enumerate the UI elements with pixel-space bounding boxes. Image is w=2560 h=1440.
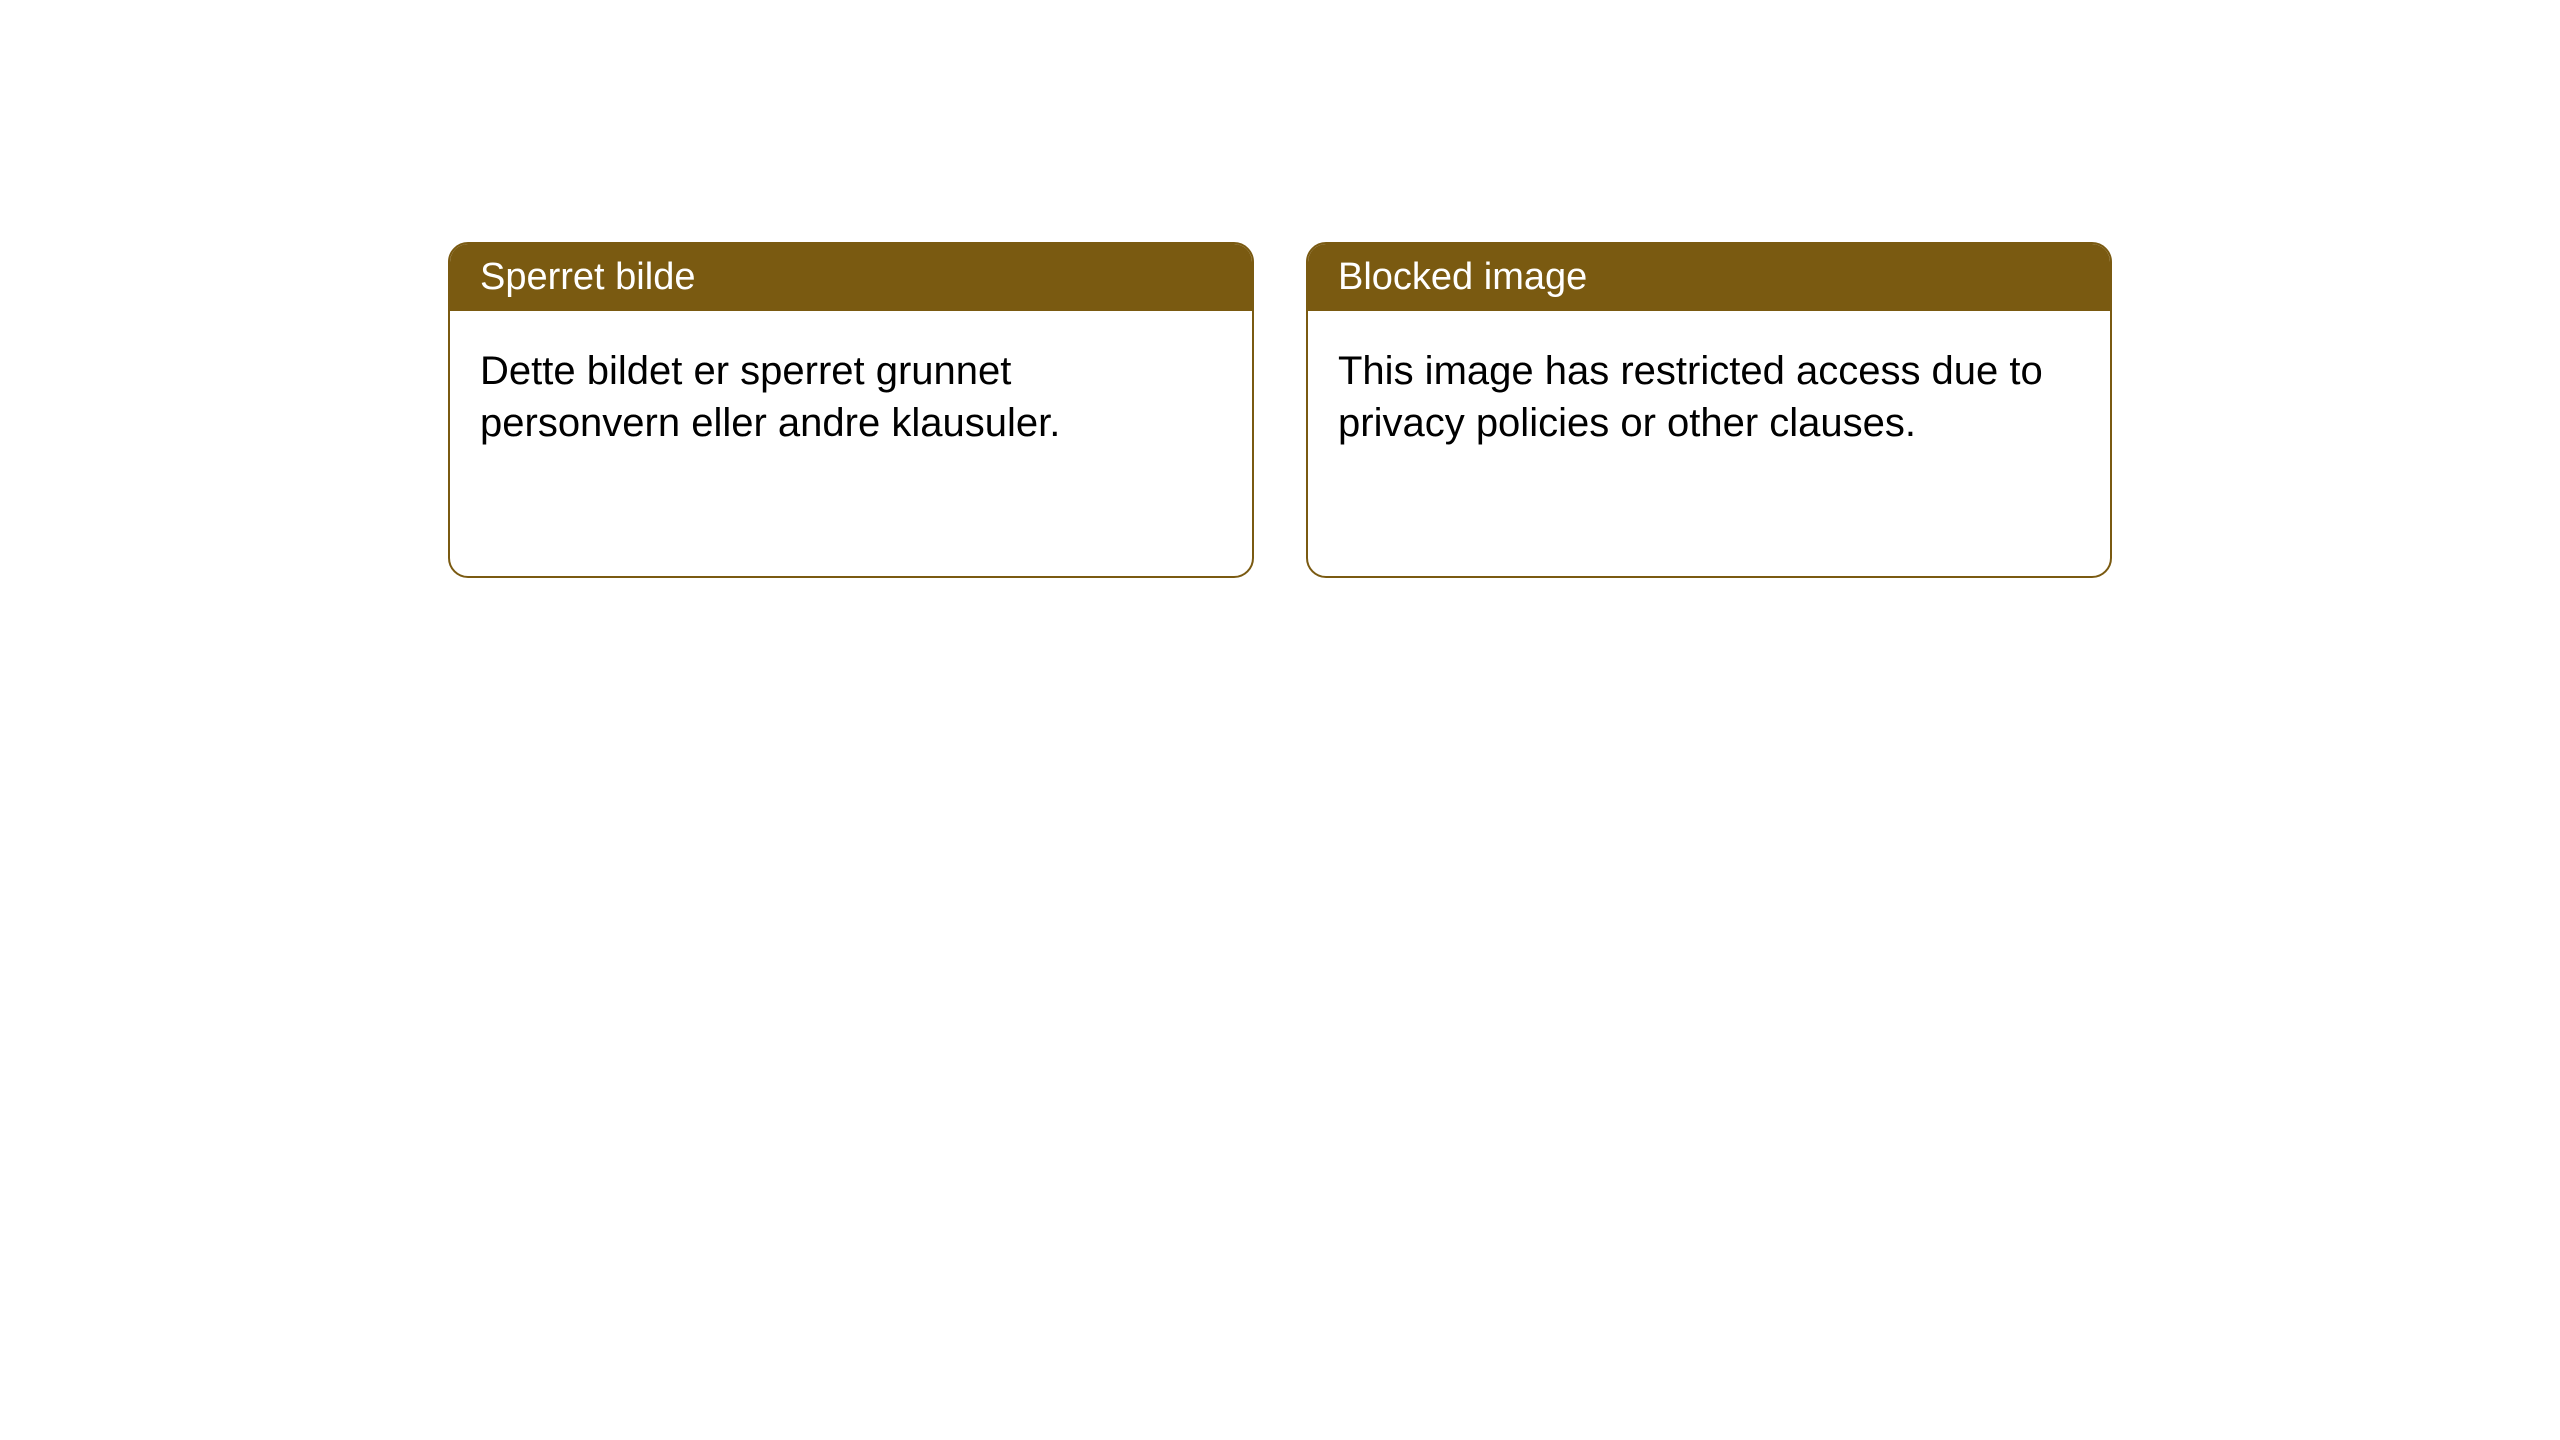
card-body-english: This image has restricted access due to … bbox=[1308, 311, 2110, 483]
card-english: Blocked image This image has restricted … bbox=[1306, 242, 2112, 578]
card-body-norwegian: Dette bildet er sperret grunnet personve… bbox=[450, 311, 1252, 483]
card-header-norwegian: Sperret bilde bbox=[450, 244, 1252, 311]
cards-container: Sperret bilde Dette bildet er sperret gr… bbox=[448, 242, 2560, 578]
card-header-english: Blocked image bbox=[1308, 244, 2110, 311]
card-norwegian: Sperret bilde Dette bildet er sperret gr… bbox=[448, 242, 1254, 578]
